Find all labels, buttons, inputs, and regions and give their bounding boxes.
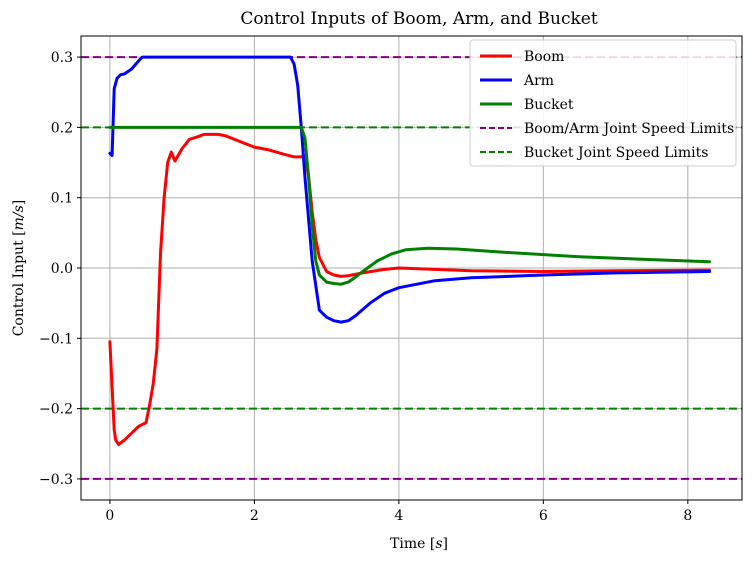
- y-tick-label: −0.2: [39, 402, 73, 418]
- y-tick-label: −0.1: [39, 331, 73, 347]
- legend-box: [469, 39, 737, 167]
- x-tick-label: 2: [250, 508, 259, 524]
- legend: Boom Arm Bucket Boom/Arm Joint Speed Limits…: [469, 39, 737, 167]
- legend-label: Arm: [523, 73, 554, 89]
- y-tick-label: 0.1: [51, 191, 73, 207]
- legend-label: Bucket Joint Speed Limits: [524, 145, 708, 161]
- x-tick-label: 4: [394, 508, 403, 524]
- x-tick-label: 0: [105, 508, 114, 524]
- y-tick-label: −0.3: [39, 472, 73, 488]
- series-lines: [108, 55, 711, 446]
- series-line-bucket: [108, 125, 711, 286]
- x-axis-ticks: 0 2 4 6 8: [105, 500, 692, 524]
- y-tick-label: 0.0: [51, 261, 73, 277]
- y-axis-label: Control Input [m/s]: [11, 200, 27, 337]
- legend-label: Boom: [524, 49, 564, 65]
- legend-label: Bucket: [524, 97, 574, 113]
- chart-title: Control Inputs of Boom, Arm, and Bucket: [240, 9, 598, 29]
- y-tick-label: 0.2: [51, 120, 73, 136]
- series-line-arm: [108, 55, 711, 324]
- x-tick-label: 8: [683, 508, 692, 524]
- x-tick-label: 6: [539, 508, 548, 524]
- series-line-boom: [108, 132, 711, 446]
- y-tick-label: 0.3: [51, 50, 73, 66]
- legend-label: Boom/Arm Joint Speed Limits: [524, 121, 734, 137]
- x-axis-label: Time [s]: [390, 536, 448, 552]
- y-axis-ticks: −0.3 −0.2 −0.1 0.0 0.1 0.2 0.3: [39, 50, 81, 488]
